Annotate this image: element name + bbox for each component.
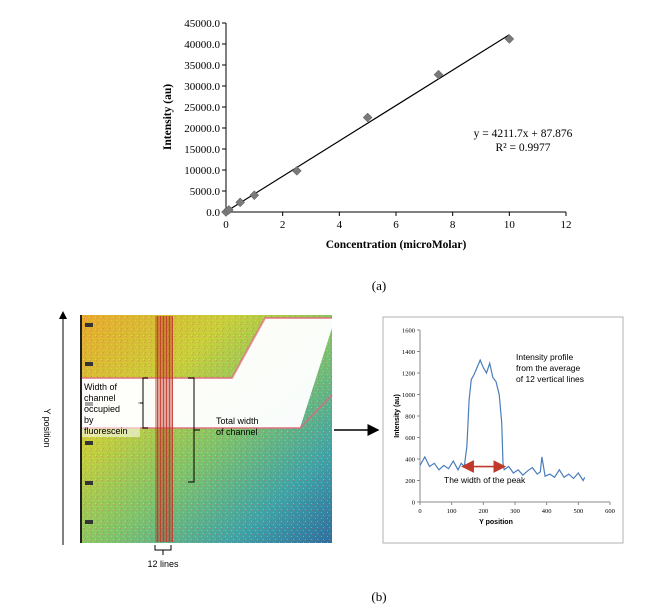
fluorescence-image-panel: Y position Width of channel occupied by … — [42, 311, 380, 569]
calibration-data-point — [433, 69, 444, 80]
calibration-x-tick-label: 12 — [561, 219, 572, 231]
calibration-x-label: Concentration (microMolar) — [326, 239, 467, 251]
calibration-x-tick-label: 6 — [393, 219, 399, 231]
scale-mark — [85, 520, 93, 524]
profile-x-tick-label: 0 — [418, 508, 421, 515]
scale-mark — [85, 362, 93, 366]
profile-x-tick-label: 300 — [510, 508, 520, 515]
twelve-lines-label: 12 lines — [147, 559, 179, 569]
total-width-label: Total width of channel — [216, 416, 261, 437]
peak-width-annotation: The width of the peak — [444, 475, 526, 485]
calibration-y-tick-label: 45000.0 — [184, 18, 220, 30]
calibration-x-tick-label: 8 — [450, 219, 456, 231]
calibration-y-label: Intensity (au) — [162, 84, 174, 150]
profile-x-tick-label: 200 — [478, 508, 488, 515]
calibration-data-point — [223, 205, 234, 215]
profile-y-tick-label: 400 — [405, 457, 415, 464]
profile-x-tick-label: 400 — [542, 508, 552, 515]
profile-y-tick-label: 1400 — [402, 349, 415, 356]
calibration-y-tick-label: 25000.0 — [184, 102, 220, 114]
profile-x-tick-label: 100 — [447, 508, 457, 515]
profile-y-tick-label: 1000 — [402, 392, 415, 399]
calibration-chart: 0 2 4 6 8 10 12 0.0 5000.0 10000.0 15000.0 20000.0 2… — [162, 18, 573, 293]
total-width-brace — [188, 377, 200, 483]
scale-mark — [85, 323, 93, 327]
profile-x-tick-label: 500 — [573, 508, 583, 515]
calibration-data-point — [504, 34, 515, 44]
profile-y-tick-label: 600 — [405, 435, 415, 442]
calibration-y-tick-label: 35000.0 — [184, 60, 220, 72]
profile-x-label: Y position — [479, 519, 513, 526]
occupied-width-label: Width of channel occupied by fluorescein — [84, 382, 128, 436]
profile-y-tick-label: 200 — [405, 478, 415, 485]
profile-y-tick-label: 800 — [405, 414, 415, 421]
calibration-y-tick-label: 0.0 — [206, 207, 220, 219]
profile-x-tick-label: 600 — [605, 508, 615, 515]
profile-y-tick-label: 1600 — [402, 328, 415, 335]
calibration-x-tick-label: 4 — [337, 219, 343, 231]
occupied-width-brace — [138, 377, 148, 429]
scale-mark — [85, 481, 93, 485]
calibration-y-tick-label: 40000.0 — [184, 39, 220, 51]
intensity-profile-line — [419, 358, 586, 482]
calibration-y-tick-label: 30000.0 — [184, 81, 220, 93]
r-squared-label: R² = 0.9977 — [496, 142, 551, 154]
calibration-x-tick-label: 10 — [504, 219, 516, 231]
vertical-lines-group — [155, 316, 173, 542]
profile-chart-frame — [382, 316, 624, 544]
intensity-profile-chart: 0 100 200 300 400 500 600 0 200 400 600 800 1000 1200… — [382, 316, 624, 544]
calibration-y-tick-label: 10000.0 — [184, 165, 220, 177]
profile-annotation: Intensity profile from the average of 12… — [516, 352, 584, 384]
calibration-x-tick-label: 0 — [223, 219, 229, 231]
calibration-x-tick-label: 2 — [280, 219, 286, 231]
trendline-equation: y = 4211.7x + 87.876 — [474, 128, 573, 140]
calibration-data-point — [235, 197, 246, 208]
profile-y-tick-label: 1200 — [402, 371, 415, 378]
channel-edge-bottom — [80, 394, 333, 429]
profile-y-label: Intensity (au) — [394, 394, 401, 438]
caption-b: (b) — [371, 589, 386, 604]
caption-a: (a) — [372, 278, 386, 293]
calibration-data-point — [249, 190, 260, 201]
image-left-edge — [80, 315, 82, 543]
calibration-trendline — [225, 34, 510, 213]
calibration-data-point — [291, 165, 302, 176]
y-position-label: Y position — [42, 408, 52, 447]
calibration-y-tick-label: 15000.0 — [184, 144, 220, 156]
calibration-y-tick-label: 5000.0 — [190, 186, 221, 198]
calibration-data-point — [362, 112, 373, 123]
calibration-y-tick-label: 20000.0 — [184, 123, 220, 135]
occupied-label-backdrop — [82, 379, 140, 437]
profile-y-tick-label: 0 — [412, 500, 415, 507]
scale-mark — [85, 441, 93, 445]
lines-brace — [154, 545, 172, 555]
